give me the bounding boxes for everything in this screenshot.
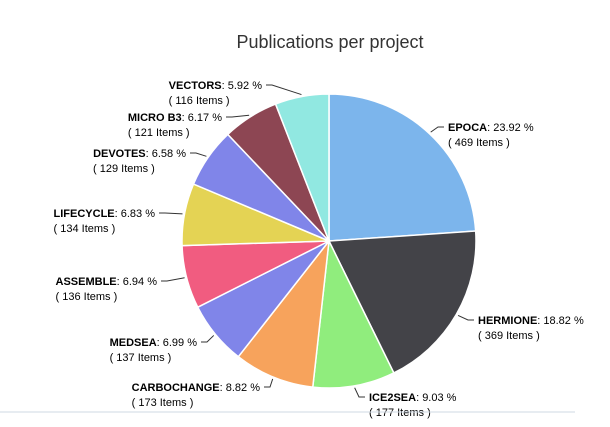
leader-line bbox=[159, 212, 183, 215]
data-label: MICRO B3: 6.17 % bbox=[128, 112, 222, 124]
data-label: VECTORS: 5.92 % bbox=[169, 80, 263, 92]
pie-slice-ice2sea[interactable] bbox=[311, 238, 395, 389]
data-label: LIFECYCLE: 6.83 % bbox=[54, 208, 156, 220]
data-label-items: ( 369 Items ) bbox=[478, 330, 540, 342]
data-label: DEVOTES: 6.58 % bbox=[93, 148, 186, 160]
pie-slice-epoca[interactable] bbox=[328, 93, 477, 242]
pie-slice-hermione[interactable] bbox=[327, 230, 477, 374]
leader-line bbox=[190, 152, 207, 157]
leader-line bbox=[226, 114, 250, 118]
data-label-items: ( 469 Items ) bbox=[448, 137, 510, 149]
data-label: MEDSEA: 6.99 % bbox=[110, 337, 198, 349]
data-label: ICE2SEA: 9.03 % bbox=[369, 392, 457, 404]
leader-line bbox=[266, 84, 302, 96]
leader-line bbox=[354, 387, 365, 398]
leader-lines bbox=[159, 84, 474, 398]
data-label-items: ( 173 Items ) bbox=[132, 397, 194, 409]
pie-slices bbox=[181, 93, 477, 389]
leader-line bbox=[264, 378, 274, 388]
data-label-items: ( 129 Items ) bbox=[93, 163, 155, 175]
leader-line bbox=[161, 277, 185, 282]
pie-slice-vectors[interactable] bbox=[274, 93, 330, 242]
data-labels: EPOCA: 23.92 % ( 469 Items ) HERMIONE: 18.… bbox=[54, 80, 584, 419]
data-label: CARBOCHANGE: 8.82 % bbox=[132, 382, 261, 394]
leader-line bbox=[201, 335, 215, 343]
leader-line bbox=[457, 314, 474, 321]
data-label-items: ( 121 Items ) bbox=[128, 127, 190, 139]
data-label: ASSEMBLE: 6.94 % bbox=[56, 276, 158, 288]
data-label-items: ( 177 Items ) bbox=[369, 407, 431, 419]
data-label-items: ( 137 Items ) bbox=[110, 352, 172, 364]
data-label-items: ( 134 Items ) bbox=[54, 223, 116, 235]
data-label-items: ( 136 Items ) bbox=[56, 291, 118, 303]
chart-title: Publications per project bbox=[236, 32, 423, 52]
data-label-items: ( 116 Items ) bbox=[169, 95, 230, 107]
pie-slice-carbochange[interactable] bbox=[237, 238, 331, 388]
data-label: HERMIONE: 18.82 % bbox=[478, 315, 584, 327]
data-label: EPOCA: 23.92 % bbox=[448, 122, 534, 134]
leader-line bbox=[430, 126, 444, 133]
